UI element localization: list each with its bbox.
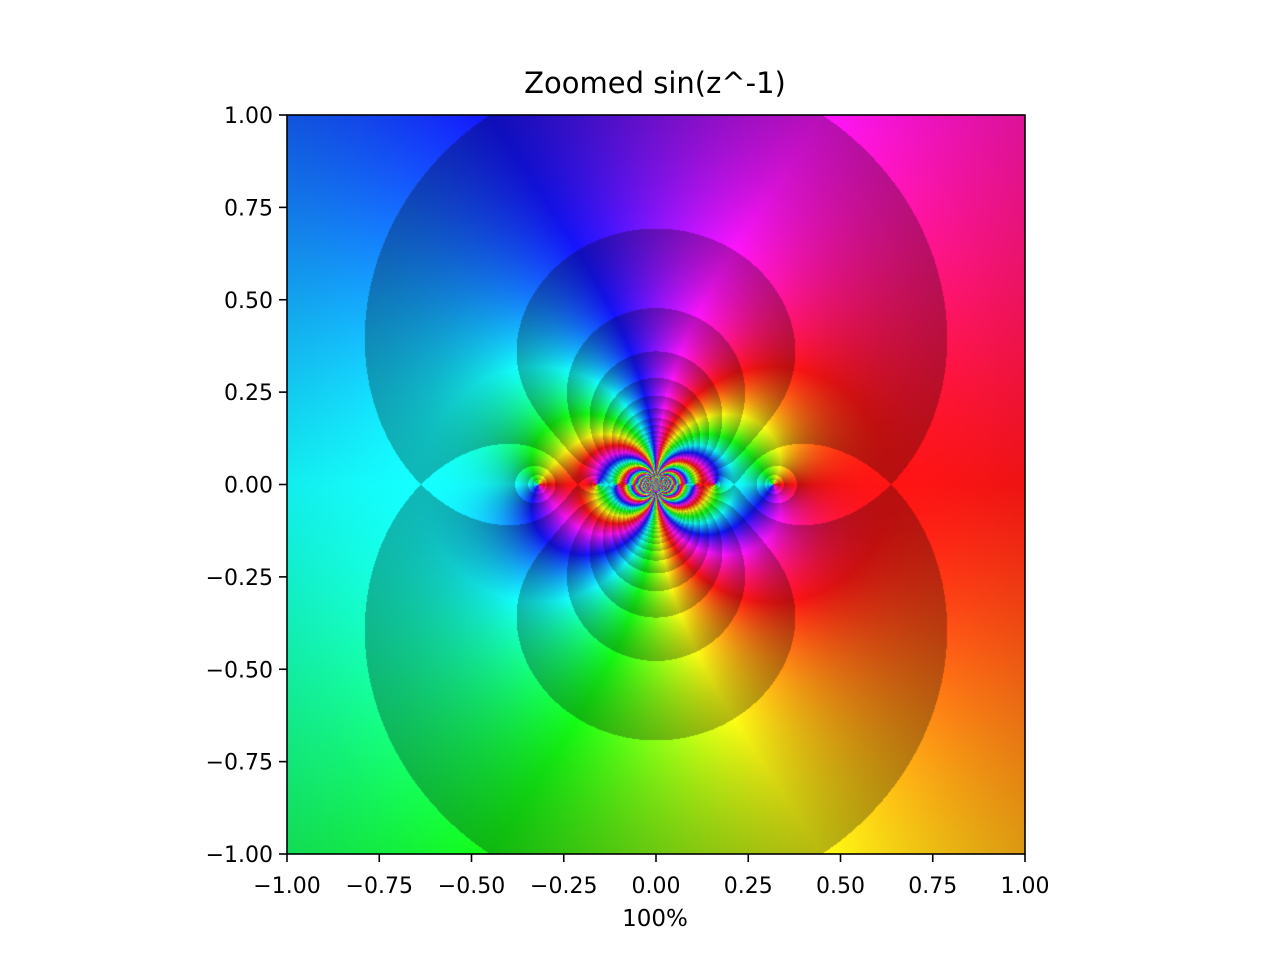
- x-tick-label: 0.25: [724, 874, 773, 899]
- y-tick-label: 0.50: [224, 289, 273, 314]
- x-tick-label: 0.75: [908, 874, 957, 899]
- domain-coloring-image: [287, 115, 1025, 854]
- y-axis: 1.00 0.75 0.50 0.25 0.00 −0.25 −0.50 −0.75 −1.00: [206, 104, 287, 868]
- plot-frame: [286, 114, 1026, 855]
- y-tick-label: 0.75: [224, 196, 273, 221]
- y-tick-label: 0.25: [224, 381, 273, 406]
- x-axis-label: 100%: [622, 906, 688, 932]
- y-tick-label: −0.50: [206, 658, 273, 683]
- x-tick-label: −0.25: [530, 874, 597, 899]
- x-tick-label: −0.50: [438, 874, 505, 899]
- x-tick-label: −1.00: [253, 874, 320, 899]
- x-tick-label: −0.75: [346, 874, 413, 899]
- y-tick-label: 1.00: [224, 104, 273, 129]
- y-tick-label: −0.75: [206, 751, 273, 776]
- x-tick-label: 0.00: [632, 874, 681, 899]
- plot-area: [287, 115, 1025, 854]
- y-tick-label: −1.00: [206, 843, 273, 868]
- x-axis: −1.00 −0.75 −0.50 −0.25 0.00 0.25 0.50 0.75 1.00: [253, 854, 1049, 899]
- y-tick-label: 0.00: [224, 474, 273, 499]
- y-tick-label: −0.25: [206, 566, 273, 591]
- chart-title: Zoomed sin(z^-1): [524, 66, 786, 100]
- x-tick-label: 1.00: [1001, 874, 1050, 899]
- x-tick-label: 0.50: [816, 874, 865, 899]
